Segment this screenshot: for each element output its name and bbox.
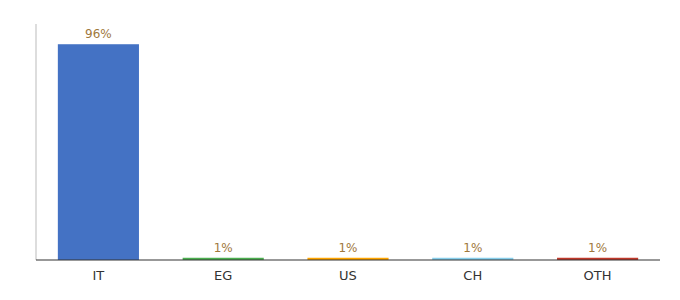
x-tick-label: EG [214,268,232,283]
bars [58,44,638,260]
data-label: 1% [214,241,233,255]
x-tick-label: US [339,268,357,283]
x-axis-line [36,259,660,260]
data-label: 96% [85,27,112,41]
x-tick-label: OTH [584,268,612,283]
bar [58,44,139,260]
chart-container: IT EG US CH OTH 96% 1% 1% 1% 1% [0,0,680,300]
data-label: 1% [463,241,482,255]
data-label: 1% [588,241,607,255]
chart: IT EG US CH OTH 96% 1% 1% 1% 1% [0,0,680,300]
x-tick-label: IT [93,268,105,283]
data-label: 1% [338,241,357,255]
x-tick-label: CH [463,268,482,283]
y-axis-line [36,24,37,260]
